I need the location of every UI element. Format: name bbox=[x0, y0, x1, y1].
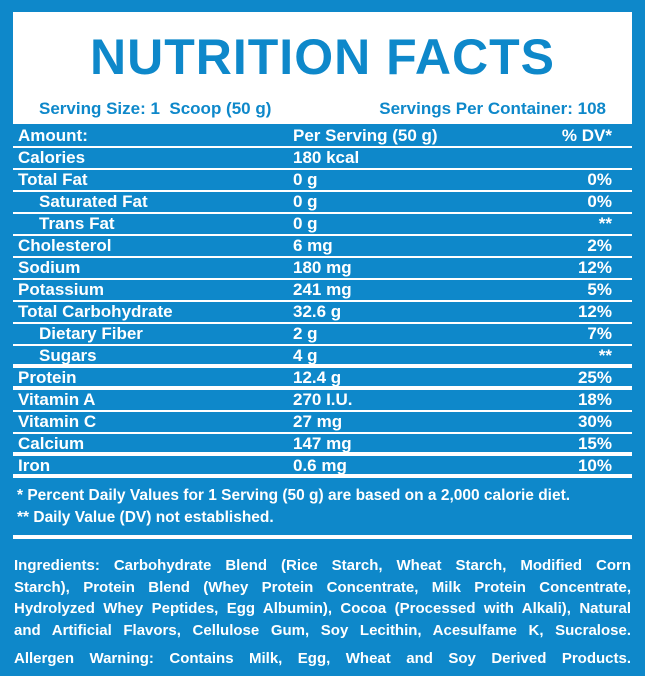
nutrient-name: Total Carbohydrate bbox=[18, 302, 173, 321]
nutrient-amount: 6 mg bbox=[293, 236, 333, 255]
nutrient-dv: 2% bbox=[587, 236, 612, 255]
nutrient-name: Protein bbox=[18, 368, 77, 387]
nutrient-name: Calories bbox=[18, 148, 86, 167]
nutrient-dv: 10% bbox=[577, 456, 612, 475]
table-row: Total Fat 0 g 0% bbox=[13, 170, 632, 192]
column-header-dv: % DV* bbox=[561, 126, 612, 145]
table-row: Vitamin A 270 I.U. 18% bbox=[13, 390, 632, 412]
nutrient-dv: 12% bbox=[577, 302, 612, 321]
nutrient-dv: 0% bbox=[587, 192, 612, 211]
table-header-row: Amount: Per Serving (50 g) % DV* bbox=[13, 126, 632, 148]
table-row: Vitamin C 27 mg 30% bbox=[13, 412, 632, 434]
footnote-daily-values: * Percent Daily Values for 1 Serving (50… bbox=[17, 487, 571, 504]
nutrient-name: Dietary Fiber bbox=[39, 324, 143, 343]
nutrient-dv: 0% bbox=[587, 170, 612, 189]
nutrition-facts-label: NUTRITION FACTS Serving Size: 1 Scoop (5… bbox=[0, 12, 645, 676]
nutrient-amount: 0.6 mg bbox=[293, 456, 347, 475]
table-row: Cholesterol 6 mg 2% bbox=[13, 236, 632, 258]
nutrient-amount: 12.4 g bbox=[293, 368, 342, 387]
nutrient-name: Potassium bbox=[18, 280, 104, 299]
label-title: NUTRITION FACTS bbox=[90, 29, 555, 85]
footnote-dv-not-established: ** Daily Value (DV) not established. bbox=[17, 509, 274, 526]
nutrient-name: Sugars bbox=[39, 346, 97, 365]
nutrient-dv: 7% bbox=[587, 324, 612, 343]
nutrient-rows: Calories 180 kcal Total Fat 0 g 0% Satur… bbox=[13, 148, 632, 478]
table-row: Sodium 180 mg 12% bbox=[13, 258, 632, 280]
nutrient-amount: 0 g bbox=[293, 214, 318, 233]
nutrient-name: Saturated Fat bbox=[39, 192, 148, 211]
nutrient-amount: 241 mg bbox=[293, 280, 352, 299]
nutrient-dv: 5% bbox=[587, 280, 612, 299]
nutrient-dv: ** bbox=[598, 214, 612, 233]
nutrient-dv: 18% bbox=[577, 390, 612, 409]
nutrient-name: Calcium bbox=[18, 434, 85, 453]
serving-info-row: Serving Size: 1 Scoop (50 g) Servings Pe… bbox=[39, 99, 606, 119]
table-row: Sugars 4 g ** bbox=[13, 346, 632, 368]
nutrient-amount: 27 mg bbox=[293, 412, 343, 431]
nutrient-amount: 180 kcal bbox=[293, 148, 360, 167]
serving-size-text: Serving Size: 1 Scoop (50 g) bbox=[39, 99, 272, 118]
column-header-amount: Amount: bbox=[18, 126, 88, 145]
nutrient-dv: 25% bbox=[577, 368, 612, 387]
nutrient-dv: 15% bbox=[577, 434, 612, 453]
nutrient-dv: 30% bbox=[577, 412, 612, 431]
nutrient-dv: 12% bbox=[577, 258, 612, 277]
footnotes: * Percent Daily Values for 1 Serving (50… bbox=[13, 485, 632, 529]
ingredients-paragraph: Ingredients: Carbohydrate Blend (Rice St… bbox=[14, 557, 631, 639]
nutrient-amount: 147 mg bbox=[293, 434, 352, 453]
nutrient-name: Vitamin A bbox=[18, 390, 96, 409]
nutrient-amount: 4 g bbox=[293, 346, 318, 365]
nutrient-name: Trans Fat bbox=[39, 214, 115, 233]
section-divider bbox=[13, 535, 632, 539]
nutrient-name: Cholesterol bbox=[18, 236, 112, 255]
nutrient-name: Sodium bbox=[18, 258, 81, 277]
nutrient-amount: 2 g bbox=[293, 324, 318, 343]
nutrient-amount: 0 g bbox=[293, 192, 318, 211]
nutrient-name: Total Fat bbox=[18, 170, 88, 189]
label-header-panel: NUTRITION FACTS Serving Size: 1 Scoop (5… bbox=[13, 12, 632, 124]
table-row: Total Carbohydrate 32.6 g 12% bbox=[13, 302, 632, 324]
servings-per-container-text: Servings Per Container: 108 bbox=[379, 99, 606, 118]
table-row: Calcium 147 mg 15% bbox=[13, 434, 632, 456]
nutrient-name: Iron bbox=[18, 456, 51, 475]
table-row: Iron 0.6 mg 10% bbox=[13, 456, 632, 478]
table-row: Protein 12.4 g 25% bbox=[13, 368, 632, 390]
nutrient-name: Vitamin C bbox=[18, 412, 97, 431]
table-row: Potassium 241 mg 5% bbox=[13, 280, 632, 302]
allergen-warning: Allergen Warning: Contains Milk, Egg, Wh… bbox=[14, 650, 631, 667]
nutrient-table: Amount: Per Serving (50 g) % DV* Calorie… bbox=[13, 126, 632, 478]
column-header-per-serving: Per Serving (50 g) bbox=[293, 126, 438, 145]
table-row: Dietary Fiber 2 g 7% bbox=[13, 324, 632, 346]
table-row: Calories 180 kcal bbox=[13, 148, 632, 170]
nutrient-amount: 180 mg bbox=[293, 258, 352, 277]
nutrient-amount: 0 g bbox=[293, 170, 318, 189]
table-row: Saturated Fat 0 g 0% bbox=[13, 192, 632, 214]
nutrient-dv: ** bbox=[598, 346, 612, 365]
nutrient-amount: 32.6 g bbox=[293, 302, 342, 321]
table-row: Trans Fat 0 g ** bbox=[13, 214, 632, 236]
nutrient-amount: 270 I.U. bbox=[293, 390, 353, 409]
